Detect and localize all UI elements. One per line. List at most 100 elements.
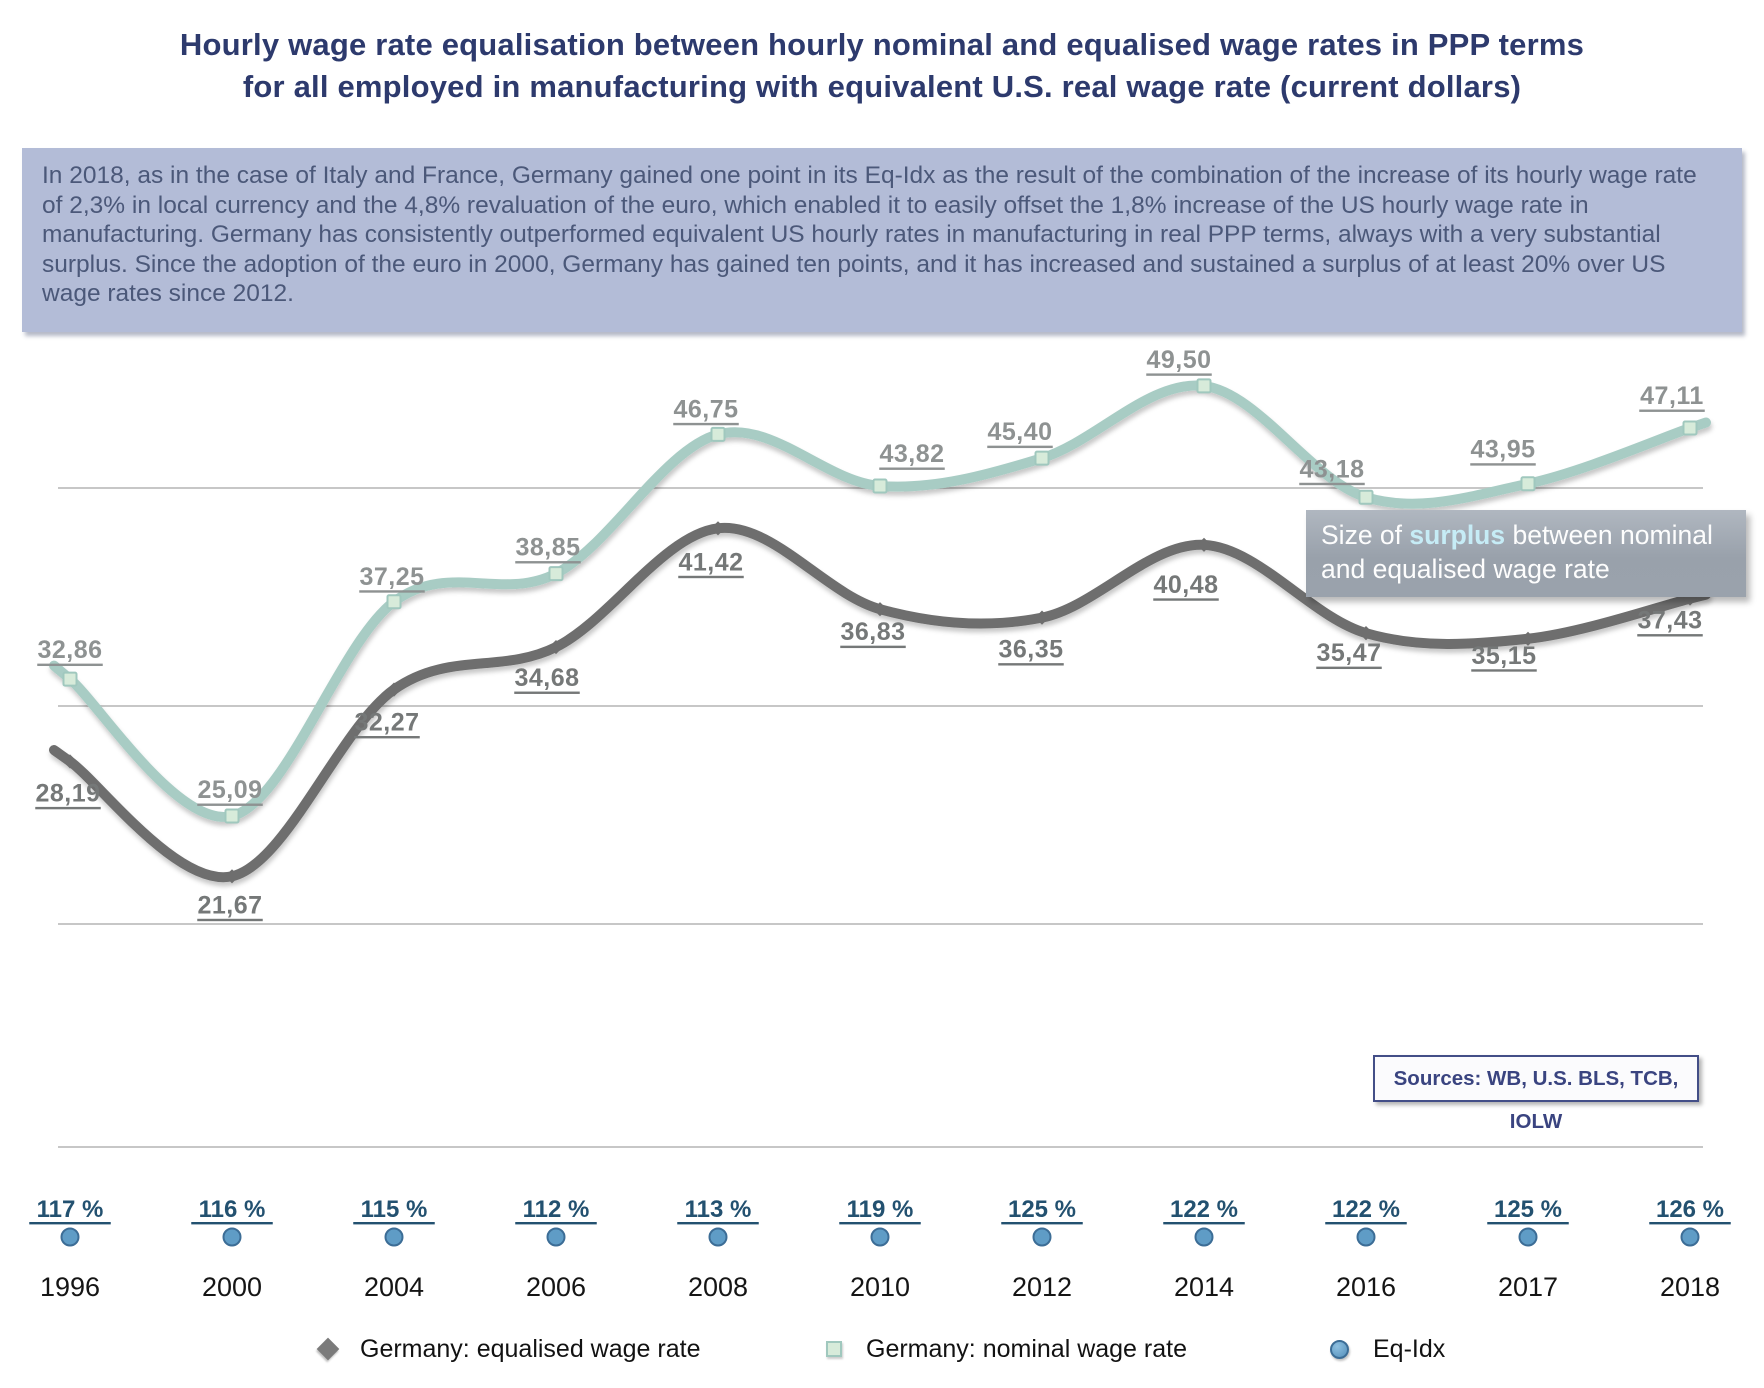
equalised-data-label-underline [1637,634,1703,637]
eqidx-pct-underline [839,1222,921,1225]
year-label: 2006 [526,1272,586,1302]
nominal-marker [1034,450,1050,466]
diamond-marker-icon [316,1337,340,1361]
eqidx-dot [546,1227,566,1247]
equalised-data-label: 21,67 [197,891,262,919]
equalised-data-label: 37,43 [1637,607,1702,635]
eqidx-pct-underline [1163,1222,1245,1225]
legend-label-equalised: Germany: equalised wage rate [360,1334,701,1363]
nominal-marker [1358,489,1374,505]
eqidx-pct-label: 115 % [361,1196,428,1223]
equalised-data-label: 35,15 [1471,642,1536,670]
equalised-series-path [49,523,1711,883]
nominal-marker [872,478,888,494]
equalised-data-label-underline [35,806,101,810]
equalised-marker [1196,537,1212,552]
annotation-highlight: surplus [1409,520,1506,550]
eqidx-dot [1680,1227,1700,1247]
eqidx-pct-label: 125 % [1494,1196,1562,1223]
equalised-data-label: 35,47 [1316,639,1381,667]
nominal-data-label-underline [515,561,581,564]
nominal-data-label-underline [1146,373,1212,376]
nominal-data-label-underline [673,422,739,426]
eqidx-pct-underline [353,1222,435,1225]
equalised-marker [710,521,726,536]
year-label: 2012 [1012,1272,1072,1302]
eqidx-dot [222,1227,242,1247]
legend-label-eqidx: Eq-Idx [1373,1334,1446,1363]
eqidx-pct-label: 125 % [1008,1196,1076,1223]
legend-item-equalised: Germany: equalised wage rate [316,1334,701,1364]
eqidx-pct-label: 119 % [847,1196,914,1223]
nominal-data-label: 47,11 [1640,382,1704,410]
nominal-marker [224,808,240,824]
equalised-marker [1034,610,1050,625]
year-label: 2016 [1336,1272,1396,1302]
nominal-data-label: 25,09 [197,776,262,804]
year-label: 2017 [1498,1272,1558,1302]
nominal-data-label: 43,18 [1299,455,1364,483]
square-marker-icon [826,1341,842,1357]
eqidx-pct-label: 113 % [685,1196,752,1223]
annotation-post: between nominal and equalised wage rate [1321,520,1713,584]
nominal-data-label: 46,75 [673,395,738,423]
eqidx-pct-underline [1001,1222,1083,1225]
sources-box: Sources: WB, U.S. BLS, TCB, IOLW [1373,1055,1699,1133]
year-label: 2000 [202,1272,262,1302]
equalised-data-label: 40,48 [1153,571,1218,599]
nominal-marker [386,594,402,610]
nominal-data-label-underline [1639,409,1705,412]
annotation-pre: Size of [1321,520,1410,550]
surplus-annotation: Size of surplus between nominal and equa… [1306,510,1746,597]
eqidx-pct-label: 117 % [37,1196,104,1223]
equalised-data-label-underline [1153,598,1219,601]
nominal-data-label-underline [37,663,103,667]
nominal-data-label: 49,50 [1146,346,1211,374]
equalised-data-label-underline [354,736,420,739]
equalised-marker [548,639,564,655]
nominal-data-label: 38,85 [515,534,580,562]
equalised-marker [62,754,78,769]
equalised-data-label: 34,68 [514,664,579,692]
equalised-marker [224,869,240,884]
nominal-data-label: 43,82 [879,440,944,468]
equalised-data-label-underline [1471,669,1537,672]
equalised-data-label: 36,35 [998,636,1063,664]
title-line-1: Hourly wage rate equalisation between ho… [179,27,1585,62]
nominal-marker [62,671,78,687]
page-title: Hourly wage rate equalisation between ho… [0,24,1764,108]
eqidx-pct-label: 112 % [523,1196,590,1223]
legend-label-nominal: Germany: nominal wage rate [866,1334,1187,1363]
eqidx-pct-label: 116 % [199,1196,266,1223]
nominal-data-label-underline [987,445,1053,449]
legend-item-nominal: Germany: nominal wage rate [826,1334,1187,1364]
equalised-data-label: 32,27 [354,709,419,737]
equalised-data-label-underline [840,645,906,649]
eqidx-dot [1356,1227,1376,1247]
equalised-data-label: 41,42 [678,548,743,576]
equalised-data-label-underline [678,575,744,579]
eqidx-pct-label: 122 % [1170,1196,1238,1223]
equalised-data-label-underline [998,663,1064,666]
eqidx-dot [60,1227,80,1247]
equalised-data-label: 36,83 [840,618,905,646]
nominal-data-label: 37,25 [359,563,424,591]
circle-marker-icon [1330,1339,1349,1359]
equalised-data-label-underline [514,691,580,694]
nominal-data-label: 45,40 [987,418,1052,446]
equalised-data-label: 28,19 [35,779,100,807]
nominal-marker [1196,378,1212,394]
nominal-data-label: 43,95 [1470,436,1535,464]
eqidx-dot [708,1227,728,1247]
equalised-data-label-underline [1316,666,1382,670]
eqidx-pct-underline [1487,1222,1569,1225]
eqidx-dot [1518,1227,1538,1247]
eqidx-dot [870,1227,890,1247]
year-label: 2004 [364,1272,424,1302]
eqidx-pct-underline [1649,1222,1731,1225]
year-label: 2018 [1660,1272,1720,1302]
nominal-marker [710,426,726,442]
equalised-data-label-underline [197,918,263,922]
nominal-data-label-underline [359,590,425,593]
